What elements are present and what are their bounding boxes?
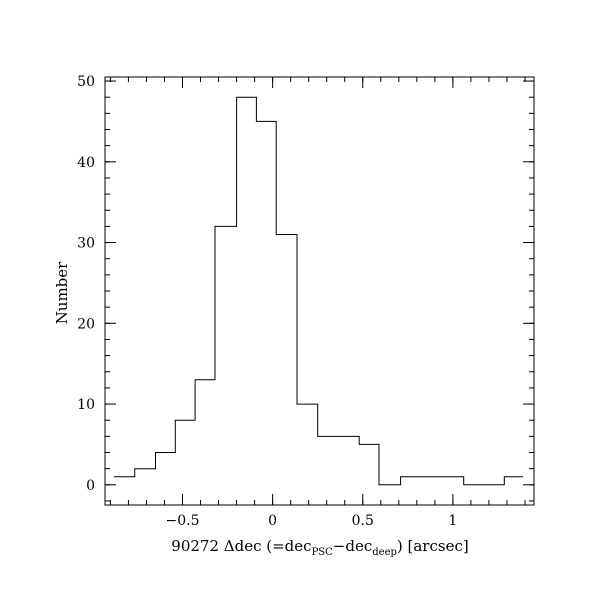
y-tick-labels: 0 10 20 30 40 50 xyxy=(77,74,95,494)
major-ticks xyxy=(105,77,534,505)
y-tick-label: 0 xyxy=(86,478,95,494)
minor-ticks xyxy=(105,77,534,505)
y-tick-label: 30 xyxy=(77,236,95,252)
x-axis-label-sub-deep: deep xyxy=(372,547,397,558)
y-tick-label: 20 xyxy=(77,316,95,332)
x-tick-labels: −0.5 0 0.5 1 xyxy=(166,513,458,529)
x-tick-label: 1 xyxy=(448,513,457,529)
histogram-outline xyxy=(114,96,524,486)
y-tick-label: 40 xyxy=(77,155,95,171)
x-axis-label-sub-psc: PSC xyxy=(312,547,334,558)
x-tick-label: −0.5 xyxy=(166,513,200,529)
x-axis-label: 90272 Δdec (=decPSC−decdeep) [arcsec] xyxy=(171,537,468,558)
y-tick-label: 50 xyxy=(77,74,95,90)
x-axis-label-prefix: 90272 Δdec (=dec xyxy=(171,537,311,555)
y-axis-label: Number xyxy=(53,261,71,324)
x-axis-label-suffix: ) [arcsec] xyxy=(397,537,469,555)
x-axis-label-mid: −dec xyxy=(333,537,372,555)
y-tick-label: 10 xyxy=(77,397,95,413)
plot-frame xyxy=(104,76,535,506)
x-tick-label: 0.5 xyxy=(352,513,374,529)
x-tick-label: 0 xyxy=(268,513,277,529)
